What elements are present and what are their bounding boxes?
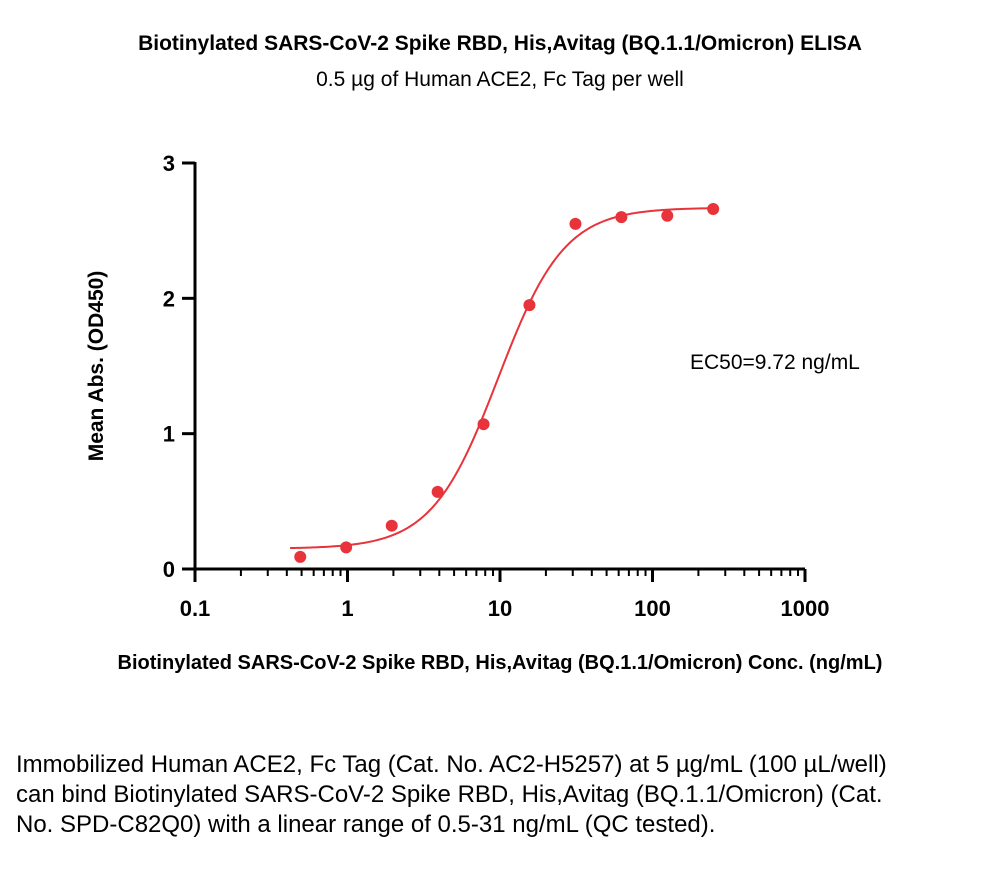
y-tick-label: 0 [163, 557, 175, 582]
y-tick-label: 1 [163, 422, 175, 447]
x-tick-label: 10 [488, 596, 512, 621]
chart-subtitle: 0.5 µg of Human ACE2, Fc Tag per well [316, 68, 684, 91]
data-point [431, 485, 444, 498]
data-point [477, 418, 490, 431]
figure-caption: Immobilized Human ACE2, Fc Tag (Cat. No.… [16, 751, 887, 838]
data-point [523, 299, 536, 312]
data-points [294, 203, 720, 563]
y-tick-label: 3 [163, 151, 175, 176]
y-axis-label: Mean Abs. (OD450) [85, 271, 108, 462]
data-point [569, 217, 582, 230]
data-point [615, 211, 628, 224]
data-point [661, 209, 674, 222]
y-tick-label: 2 [163, 286, 175, 311]
axes: 0 1 2 3 0.1 1 10 100 1000 [163, 151, 830, 621]
data-point [294, 550, 307, 563]
data-point [385, 519, 398, 532]
data-point [707, 203, 720, 216]
x-tick-label: 1000 [781, 596, 830, 621]
chart-title: Biotinylated SARS-CoV-2 Spike RBD, His,A… [138, 32, 862, 55]
ec50-annotation: EC50=9.72 ng/mL [690, 351, 860, 374]
fit-curve [290, 207, 714, 550]
x-tick-label: 0.1 [180, 596, 211, 621]
x-tick-label: 100 [634, 596, 671, 621]
data-point [340, 541, 353, 554]
x-tick-label: 1 [341, 596, 353, 621]
x-axis-label: Biotinylated SARS-CoV-2 Spike RBD, His,A… [118, 652, 883, 674]
elisa-chart: 0 1 2 3 0.1 1 10 100 1000 EC50=9.72 ng/mL Mean A… [85, 151, 883, 674]
